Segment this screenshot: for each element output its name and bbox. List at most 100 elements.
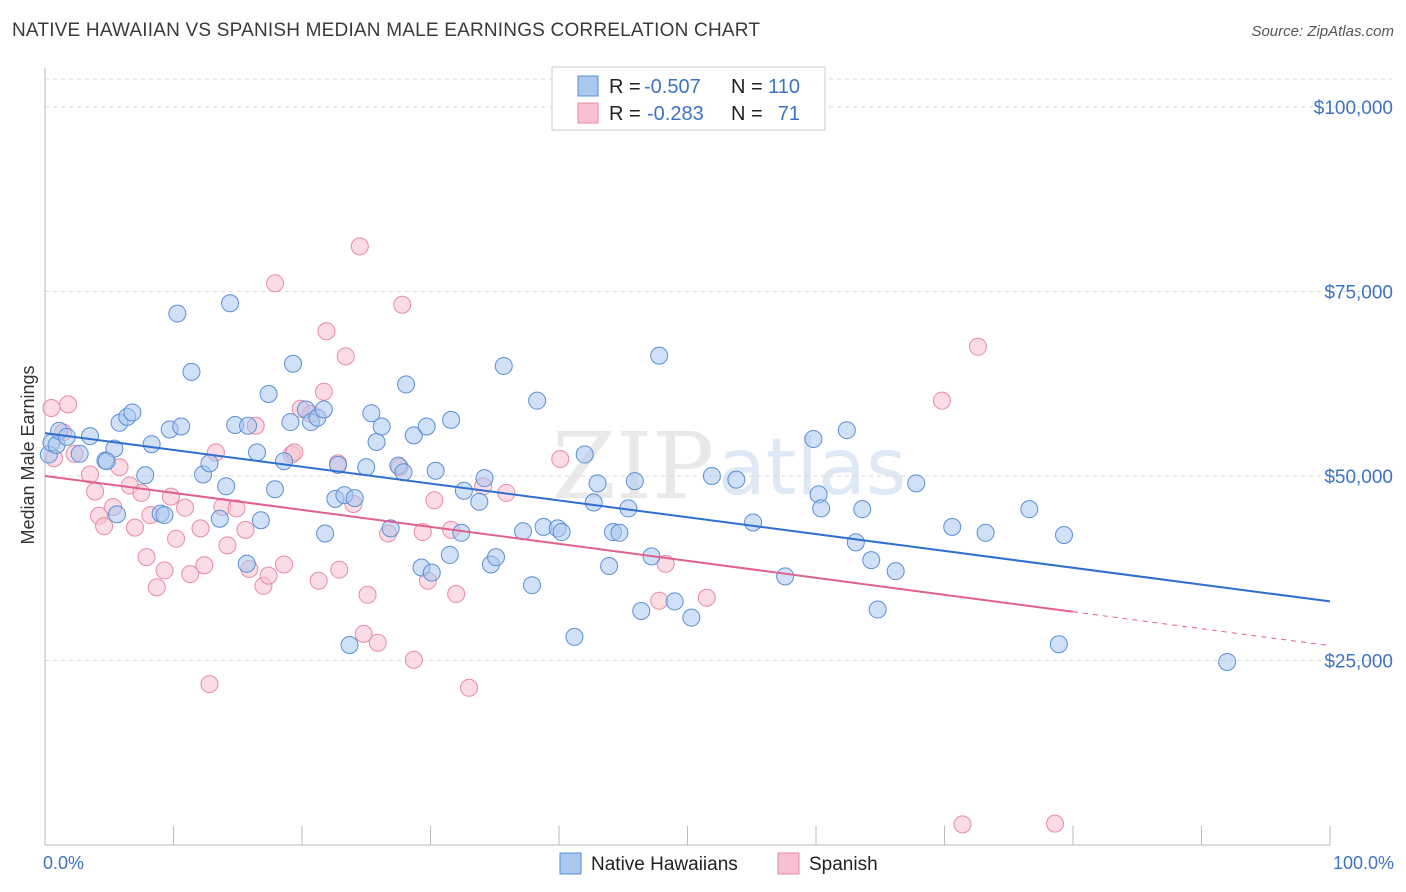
native-hawaiian-point-87 xyxy=(665,592,684,611)
spanish-point-35 xyxy=(275,555,294,574)
spanish-point-33 xyxy=(259,566,278,585)
native-hawaiian-point-26 xyxy=(221,294,240,313)
legend-n-value-1: 110 xyxy=(768,76,800,98)
legend-r-value-2: -0.283 xyxy=(647,103,704,125)
native-hawaiian-point-75 xyxy=(565,627,584,646)
spanish-point-27 xyxy=(218,536,237,555)
y-tick-label-3: $100,000 xyxy=(1314,98,1393,119)
native-hawaiian-point-76 xyxy=(575,445,594,464)
x-tick-label-min: 0.0% xyxy=(43,853,84,873)
native-hawaiian-point-86 xyxy=(650,346,669,365)
native-hawaiian-point-46 xyxy=(345,489,364,508)
native-hawaiian-point-88 xyxy=(682,608,701,627)
legend-n-label-1: N = xyxy=(731,76,763,98)
native-hawaiian-point-6 xyxy=(80,427,99,446)
native-hawaiian-point-105 xyxy=(1020,500,1039,519)
spanish-point-28 xyxy=(227,499,246,518)
native-hawaiian-points xyxy=(39,294,1237,671)
spanish-point-17 xyxy=(155,561,174,580)
native-hawaiian-point-30 xyxy=(248,443,267,462)
native-hawaiian-point-68 xyxy=(494,356,513,375)
native-hawaiian-point-97 xyxy=(846,533,865,552)
bottom-legend-label-1: Native Hawaiians xyxy=(591,854,738,875)
native-hawaiian-point-5 xyxy=(70,444,89,463)
native-hawaiian-point-41 xyxy=(316,524,335,543)
spanish-trend-line-extension xyxy=(1072,611,1331,647)
legend-r-label-1: R = xyxy=(609,76,641,98)
native-hawaiian-point-108 xyxy=(1218,652,1237,671)
native-hawaiian-point-99 xyxy=(862,551,881,570)
spanish-point-19 xyxy=(167,529,186,548)
spanish-point-34 xyxy=(266,274,285,293)
native-hawaiian-point-45 xyxy=(340,635,359,654)
native-hawaiian-point-15 xyxy=(142,435,161,454)
y-tick-labels: $25,000 $50,000 $75,000 $100,000 xyxy=(1314,98,1393,673)
native-hawaiian-point-67 xyxy=(487,548,506,567)
spanish-point-64 xyxy=(650,591,669,610)
native-hawaiian-point-90 xyxy=(727,470,746,489)
native-hawaiian-point-89 xyxy=(702,466,721,485)
native-hawaiian-point-40 xyxy=(314,400,333,419)
spanish-point-50 xyxy=(368,633,387,652)
spanish-point-60 xyxy=(460,678,479,697)
spanish-point-63 xyxy=(551,449,570,468)
spanish-point-48 xyxy=(354,624,373,643)
legend-n-label-2: N = xyxy=(731,103,763,125)
native-hawaiian-point-28 xyxy=(237,554,256,573)
spanish-point-16 xyxy=(147,578,166,597)
spanish-point-70 xyxy=(1046,814,1065,833)
native-hawaiian-point-53 xyxy=(394,463,413,482)
spanish-point-29 xyxy=(236,520,255,539)
y-tick-label-1: $50,000 xyxy=(1324,467,1393,488)
native-hawaiian-point-10 xyxy=(107,505,126,524)
bottom-legend-label-2: Spanish xyxy=(809,854,878,875)
native-hawaiian-point-83 xyxy=(625,472,644,491)
spanish-point-5 xyxy=(80,465,99,484)
spanish-point-67 xyxy=(932,391,951,410)
spanish-point-45 xyxy=(336,347,355,366)
native-hawaiian-point-81 xyxy=(610,523,629,542)
native-hawaiian-point-65 xyxy=(475,469,494,488)
native-hawaiian-point-50 xyxy=(372,417,391,436)
native-hawaiian-point-100 xyxy=(868,600,887,619)
source-label: Source: ZipAtlas.com xyxy=(1251,23,1394,40)
native-hawaiian-point-51 xyxy=(381,519,400,538)
spanish-point-18 xyxy=(161,487,180,506)
native-hawaiian-point-106 xyxy=(1049,635,1068,654)
native-hawaiian-point-95 xyxy=(812,499,831,518)
native-hawaiian-point-61 xyxy=(442,410,461,429)
native-hawaiian-point-96 xyxy=(837,421,856,440)
legend-r-value-1: -0.507 xyxy=(644,76,701,98)
native-hawaiian-point-74 xyxy=(552,523,571,542)
spanish-point-22 xyxy=(191,519,210,538)
y-tick-label-2: $75,000 xyxy=(1324,282,1393,303)
spanish-point-14 xyxy=(137,548,156,567)
native-hawaiian-point-104 xyxy=(976,523,995,542)
native-hawaiian-point-17 xyxy=(155,506,174,525)
native-hawaiian-point-78 xyxy=(588,474,607,493)
spanish-point-3 xyxy=(59,395,78,414)
native-hawaiian-point-48 xyxy=(362,404,381,423)
native-hawaiian-point-84 xyxy=(632,602,651,621)
native-hawaiian-point-24 xyxy=(210,509,229,528)
native-hawaiian-point-63 xyxy=(454,481,473,500)
spanish-point-23 xyxy=(195,556,214,575)
native-hawaiian-trend-line xyxy=(44,432,1331,603)
spanish-point-59 xyxy=(447,585,466,604)
native-hawaiian-point-25 xyxy=(217,477,236,496)
spanish-point-69 xyxy=(953,815,972,834)
spanish-point-21 xyxy=(181,565,200,584)
native-hawaiian-point-23 xyxy=(200,454,219,473)
spanish-trend-line xyxy=(44,474,1074,613)
y-tick-label-0: $25,000 xyxy=(1324,651,1393,672)
spanish-point-24 xyxy=(200,675,219,694)
native-hawaiian-point-93 xyxy=(804,430,823,449)
spanish-point-41 xyxy=(314,382,333,401)
native-hawaiian-point-71 xyxy=(528,391,547,410)
native-hawaiian-point-102 xyxy=(907,474,926,493)
native-hawaiian-point-70 xyxy=(523,576,542,595)
legend-swatch-pink xyxy=(577,102,599,124)
native-hawaiian-point-101 xyxy=(886,562,905,581)
top-legend: R = -0.507 N = 110 R = -0.283 N = 71 xyxy=(551,66,826,131)
spanish-point-42 xyxy=(317,322,336,341)
